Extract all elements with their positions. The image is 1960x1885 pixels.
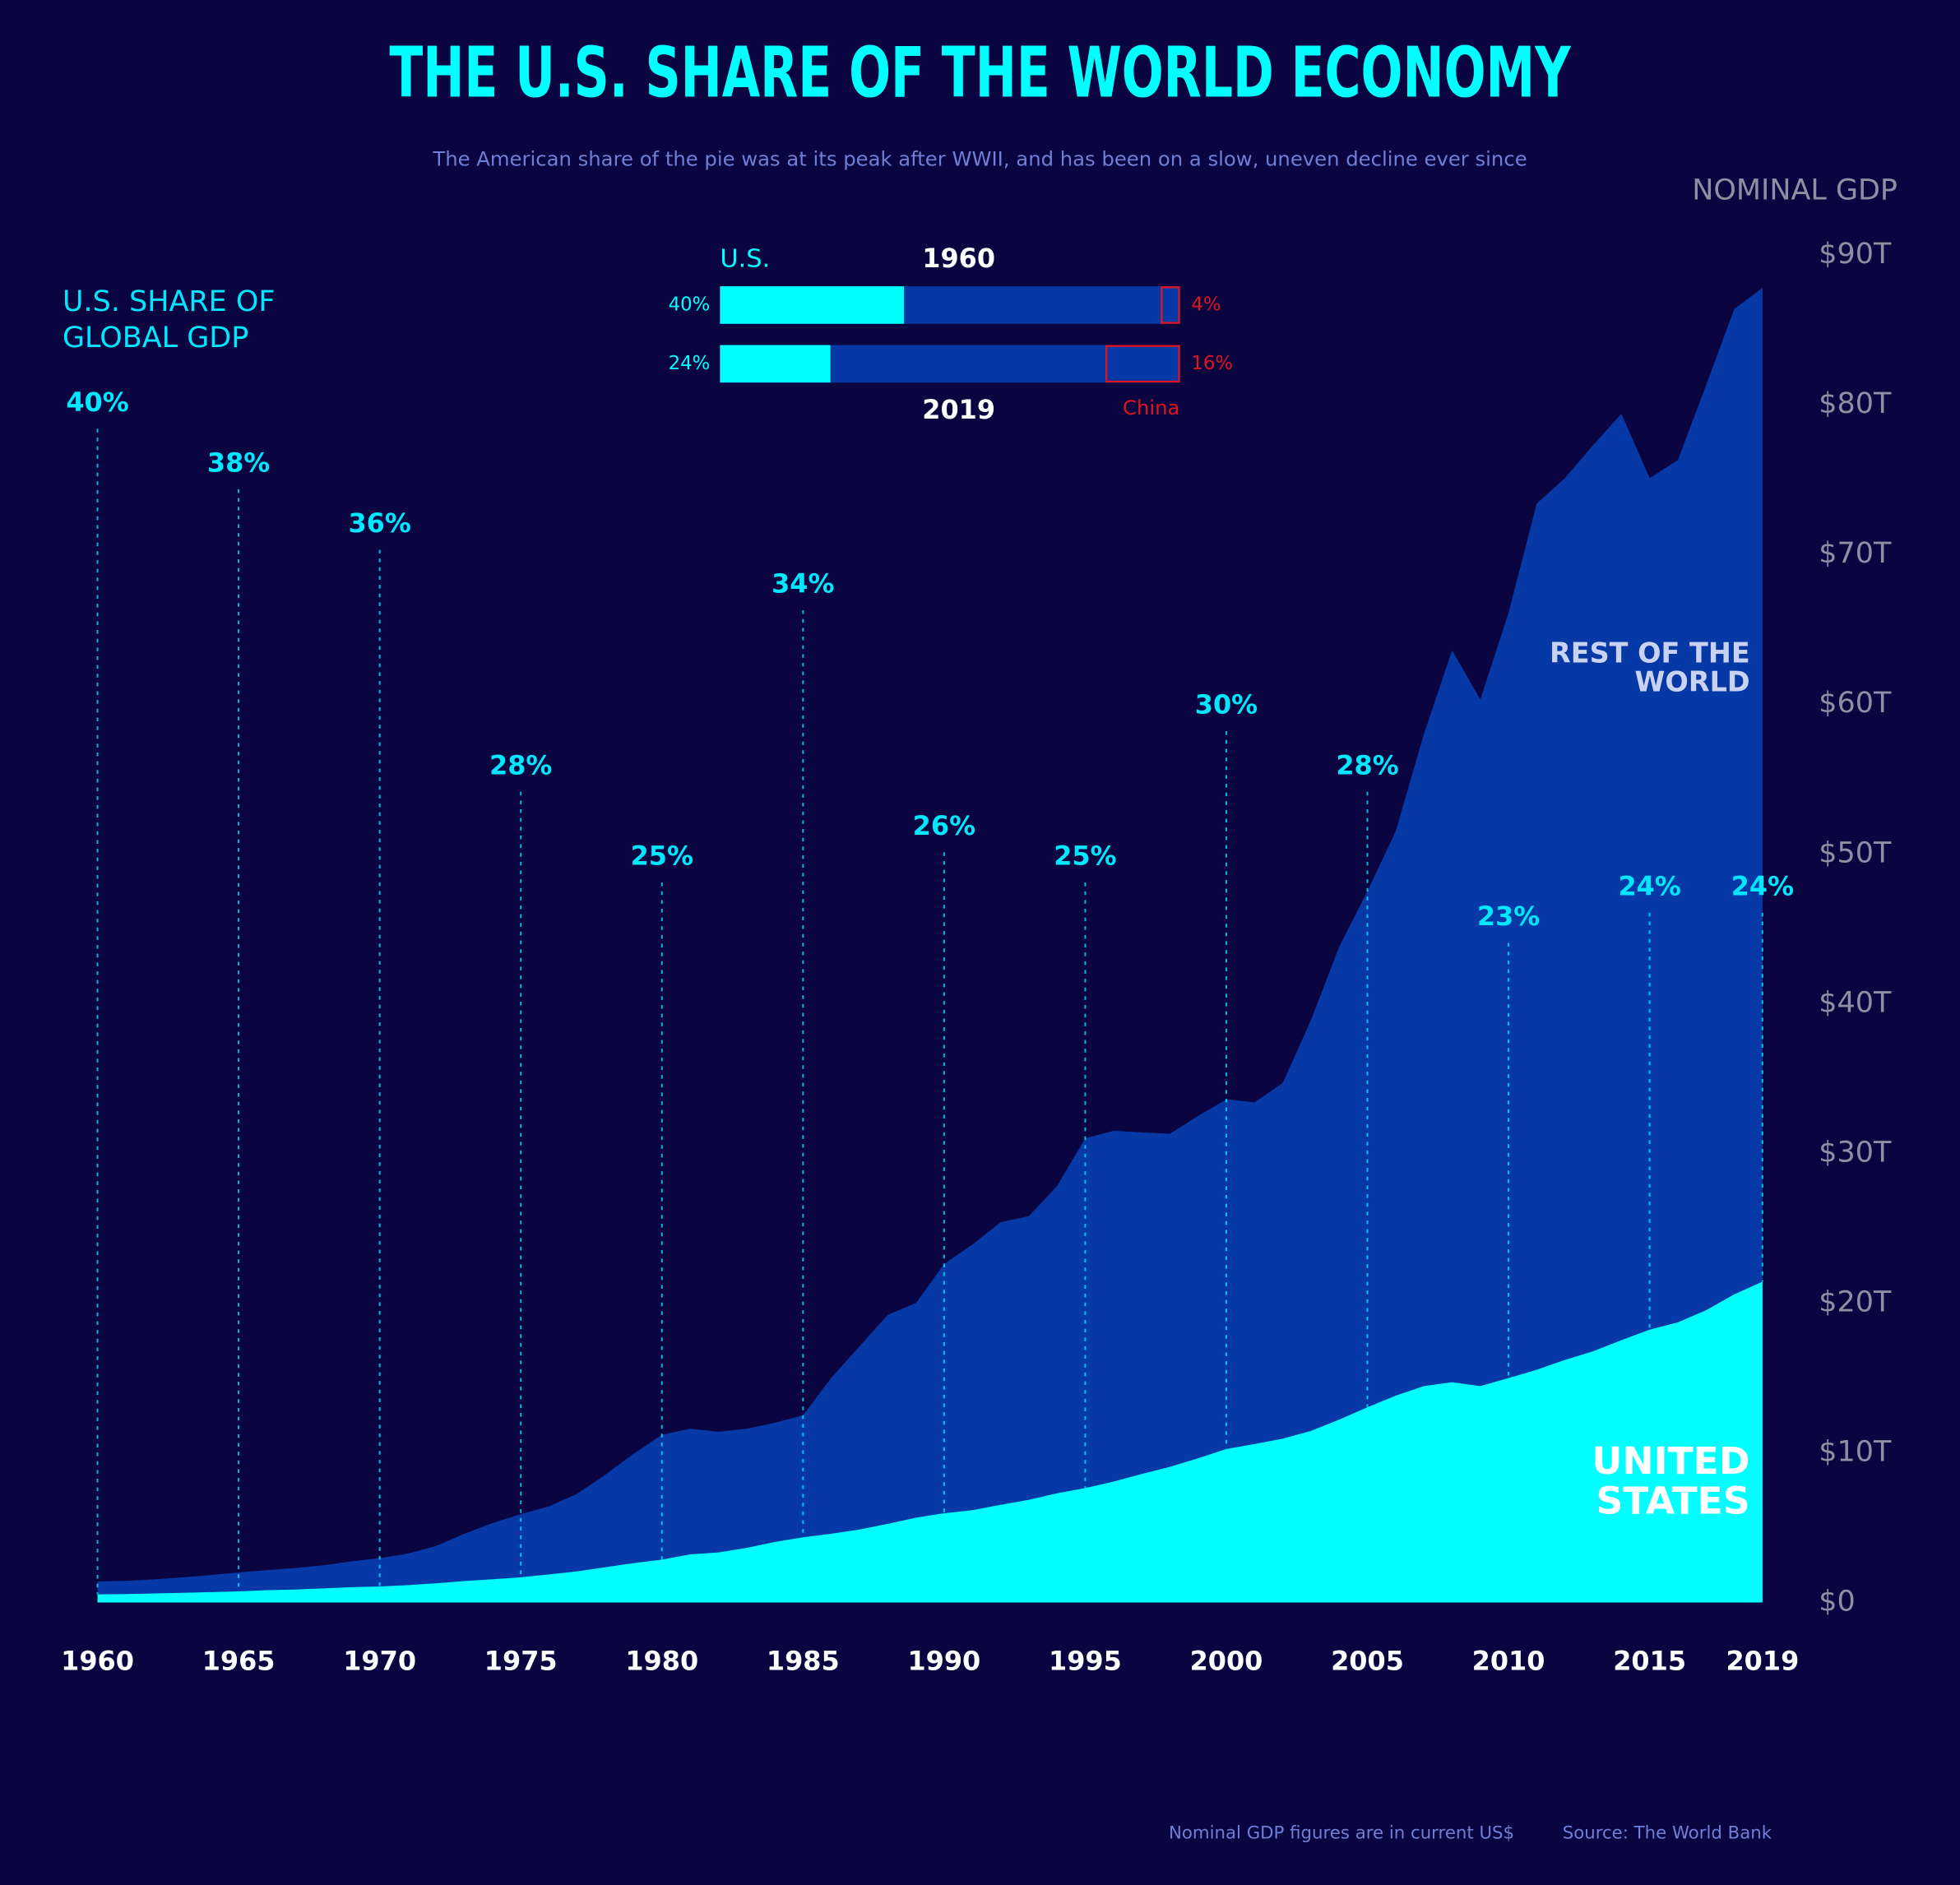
share-title: U.S. SHARE OF <box>63 285 275 318</box>
area <box>97 288 1763 1595</box>
y-tick-label: $60T <box>1819 687 1892 720</box>
series-label-box: UNITED STATES <box>1592 1442 1750 1523</box>
share-label: 25% <box>631 841 693 872</box>
bar <box>1161 286 1180 324</box>
series-label: UNITED STATES <box>1592 1442 1750 1523</box>
share-label: 34% <box>771 568 834 600</box>
y-tick-label: $0 <box>1819 1585 1855 1618</box>
value-label: 40% <box>669 294 711 315</box>
x-tick-label: 1975 <box>484 1645 558 1676</box>
chart-subtitle: The American share of the pie was at its… <box>432 147 1527 171</box>
value-label: 16% <box>1191 353 1233 374</box>
share-label: 36% <box>348 507 410 539</box>
category-label: 2019 <box>922 394 995 425</box>
share-label: 38% <box>207 447 270 479</box>
footnote: Nominal GDP figures are in current US$ <box>1169 1823 1514 1844</box>
y-tick-label: $30T <box>1819 1136 1892 1169</box>
y-tick-label: $70T <box>1819 537 1892 570</box>
y-tick-label: $20T <box>1819 1285 1892 1318</box>
value-label: 24% <box>669 353 711 374</box>
share-label: 26% <box>913 810 975 841</box>
area <box>97 1281 1763 1603</box>
x-tick-label: 2015 <box>1613 1645 1686 1676</box>
share-label: 30% <box>1195 689 1258 720</box>
series-label-box: REST OF THE WORLD <box>1550 640 1750 699</box>
share-label: 28% <box>489 749 552 780</box>
footnote: Source: The World Bank <box>1563 1823 1772 1844</box>
x-tick-label: 1985 <box>767 1645 840 1676</box>
share-label: 28% <box>1336 749 1398 780</box>
x-tick-label: 1995 <box>1049 1645 1122 1676</box>
bar <box>720 286 905 324</box>
chart-title: THE U.S. SHARE OF THE WORLD ECONOMY <box>389 33 1571 114</box>
y-tick-label: $10T <box>1819 1435 1892 1468</box>
legend-label: U.S. <box>720 245 770 274</box>
share-label: 23% <box>1477 901 1540 932</box>
y-tick-label: $50T <box>1819 836 1892 869</box>
y-tick-label: $90T <box>1819 238 1892 271</box>
share-label: 24% <box>1731 870 1794 901</box>
x-tick-label: 1980 <box>625 1645 698 1676</box>
x-tick-label: 1960 <box>61 1645 134 1676</box>
x-tick-label: 2010 <box>1472 1645 1545 1676</box>
share-title: GLOBAL GDP <box>63 322 248 354</box>
y-tick-label: $40T <box>1819 986 1892 1019</box>
y-axis-title: NOMINAL GDP <box>1692 174 1897 207</box>
legend-label: China <box>1123 396 1179 419</box>
share-label: 25% <box>1054 841 1116 872</box>
series-label: REST OF THE WORLD <box>1550 640 1750 699</box>
bar <box>720 345 831 383</box>
category-label: 1960 <box>922 243 995 274</box>
share-label: 40% <box>66 387 128 418</box>
share-label: 24% <box>1618 870 1680 901</box>
bar <box>1105 345 1180 383</box>
value-label: 4% <box>1191 294 1221 315</box>
x-tick-label: 1990 <box>907 1645 980 1676</box>
x-tick-label: 2000 <box>1190 1645 1263 1676</box>
x-tick-label: 1965 <box>202 1645 276 1676</box>
x-tick-label: 2019 <box>1726 1645 1799 1676</box>
x-tick-label: 1970 <box>343 1645 416 1676</box>
y-tick-label: $80T <box>1819 387 1892 420</box>
x-tick-label: 2005 <box>1331 1645 1404 1676</box>
